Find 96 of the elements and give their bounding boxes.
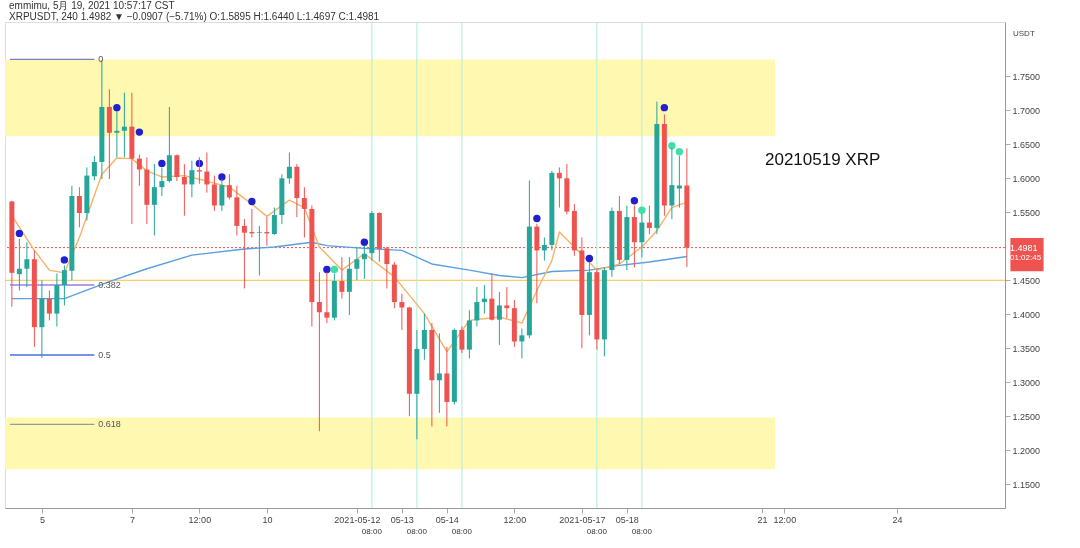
annotation: 0.618 (98, 419, 121, 430)
ref-line-label: 08:00 (586, 527, 608, 536)
point (135, 128, 144, 136)
annotation: 0 (98, 54, 104, 65)
point (158, 159, 166, 168)
y-axis-title: USDT (1013, 29, 1035, 38)
candlestick (16, 238, 22, 291)
x-tick-label: 5 (39, 514, 45, 525)
x-tick-label: 05-14 (435, 514, 459, 525)
x-tick-label: 12:00 (773, 514, 797, 525)
point (218, 173, 226, 181)
y-tick-label: 1.4500 (1012, 275, 1041, 286)
annotation: 0.5 (98, 350, 111, 361)
candlestick (646, 205, 652, 235)
candlestick (46, 289, 52, 321)
point (360, 238, 369, 246)
candlestick (346, 256, 352, 316)
ref-line-label: 08:00 (361, 527, 383, 536)
y-tick-label: 1.5500 (1012, 207, 1041, 218)
candlestick (519, 328, 525, 359)
ref-line-label: 1.4981 (1010, 242, 1038, 253)
point (630, 197, 639, 205)
text: XRPUSDT, 240 1.4982 ▼ −0.0907 (−5.71%) O:1.5895 H:1.6440 L:1.4697 C:1.4981 (9, 11, 380, 22)
candlestick (676, 155, 682, 209)
y-tick-label: 1.2500 (1012, 411, 1041, 422)
candlestick (556, 166, 562, 209)
point (330, 265, 339, 274)
x-tick-label: 2021-05-17 (559, 514, 606, 525)
point (15, 229, 24, 238)
candlestick (339, 256, 345, 300)
point (675, 148, 684, 156)
x-tick-label: 21 (757, 514, 768, 525)
point (113, 103, 121, 112)
point (323, 265, 331, 274)
ref-line-label: 08:00 (406, 527, 428, 536)
x-tick-label: 12:00 (503, 514, 527, 525)
x-tick-label: 05-18 (615, 514, 639, 525)
y-tick-label: 1.7000 (1012, 105, 1041, 116)
y-tick-label: 1.7500 (1012, 71, 1041, 82)
line-series (11, 241, 688, 300)
candlestick (91, 155, 97, 181)
text: emmimu, 5月 19, 2021 10:57:17 CST (9, 0, 175, 11)
x-tick-label: 05-13 (390, 514, 414, 525)
candlestick (286, 152, 292, 185)
candlestick (136, 154, 142, 187)
point (585, 254, 594, 263)
x-tick-label: 24 (892, 514, 903, 525)
y-tick-label: 1.3500 (1012, 343, 1041, 354)
candlestick (189, 160, 195, 198)
candlestick (361, 245, 367, 280)
candlestick (399, 293, 405, 331)
candlestick (639, 213, 645, 258)
candlestick (211, 175, 217, 212)
candlestick (541, 236, 547, 262)
point (668, 142, 676, 150)
candlestick (226, 173, 232, 200)
candlestick (474, 286, 480, 328)
x-tick-label: 2021-05-12 (334, 514, 381, 525)
candlestick (504, 286, 510, 319)
candlestick (204, 152, 210, 194)
y-tick-label: 1.1500 (1012, 479, 1041, 490)
ref-line-label: 08:00 (631, 527, 653, 536)
candlestick (256, 225, 262, 277)
candlestick (496, 291, 502, 346)
text: 01:02:45 (1010, 252, 1042, 262)
candlestick (316, 271, 322, 432)
point (60, 256, 69, 264)
candlestick (174, 154, 180, 182)
candlestick (421, 313, 427, 361)
candlestick (354, 246, 360, 281)
candlestick (121, 92, 127, 158)
y-tick-label: 1.4000 (1012, 309, 1041, 320)
candlestick (61, 264, 67, 306)
point (660, 103, 669, 112)
y-tick-label: 1.6500 (1012, 139, 1041, 150)
point (248, 197, 256, 206)
y-tick-label: 1.2000 (1012, 445, 1041, 456)
point (638, 206, 646, 214)
ref-line-label: 08:00 (451, 527, 473, 536)
y-tick-label: 1.3000 (1012, 377, 1041, 388)
point (533, 214, 541, 223)
candlestick (271, 207, 277, 236)
text: 20210519 XRP (765, 150, 881, 169)
candlestick (24, 241, 30, 288)
x-tick-label: 10 (262, 514, 273, 525)
candlestick (181, 163, 187, 217)
candlestick (459, 326, 465, 354)
candlestick (151, 163, 157, 236)
x-tick-label: 7 (129, 514, 135, 525)
candlestick (489, 273, 495, 321)
y-tick-label: 1.6000 (1012, 173, 1041, 184)
candlestick (436, 332, 442, 414)
annotation: 0.382 (98, 280, 121, 291)
candlestick (301, 186, 307, 238)
candlestick (76, 186, 82, 228)
x-tick-label: 12:00 (188, 514, 212, 525)
